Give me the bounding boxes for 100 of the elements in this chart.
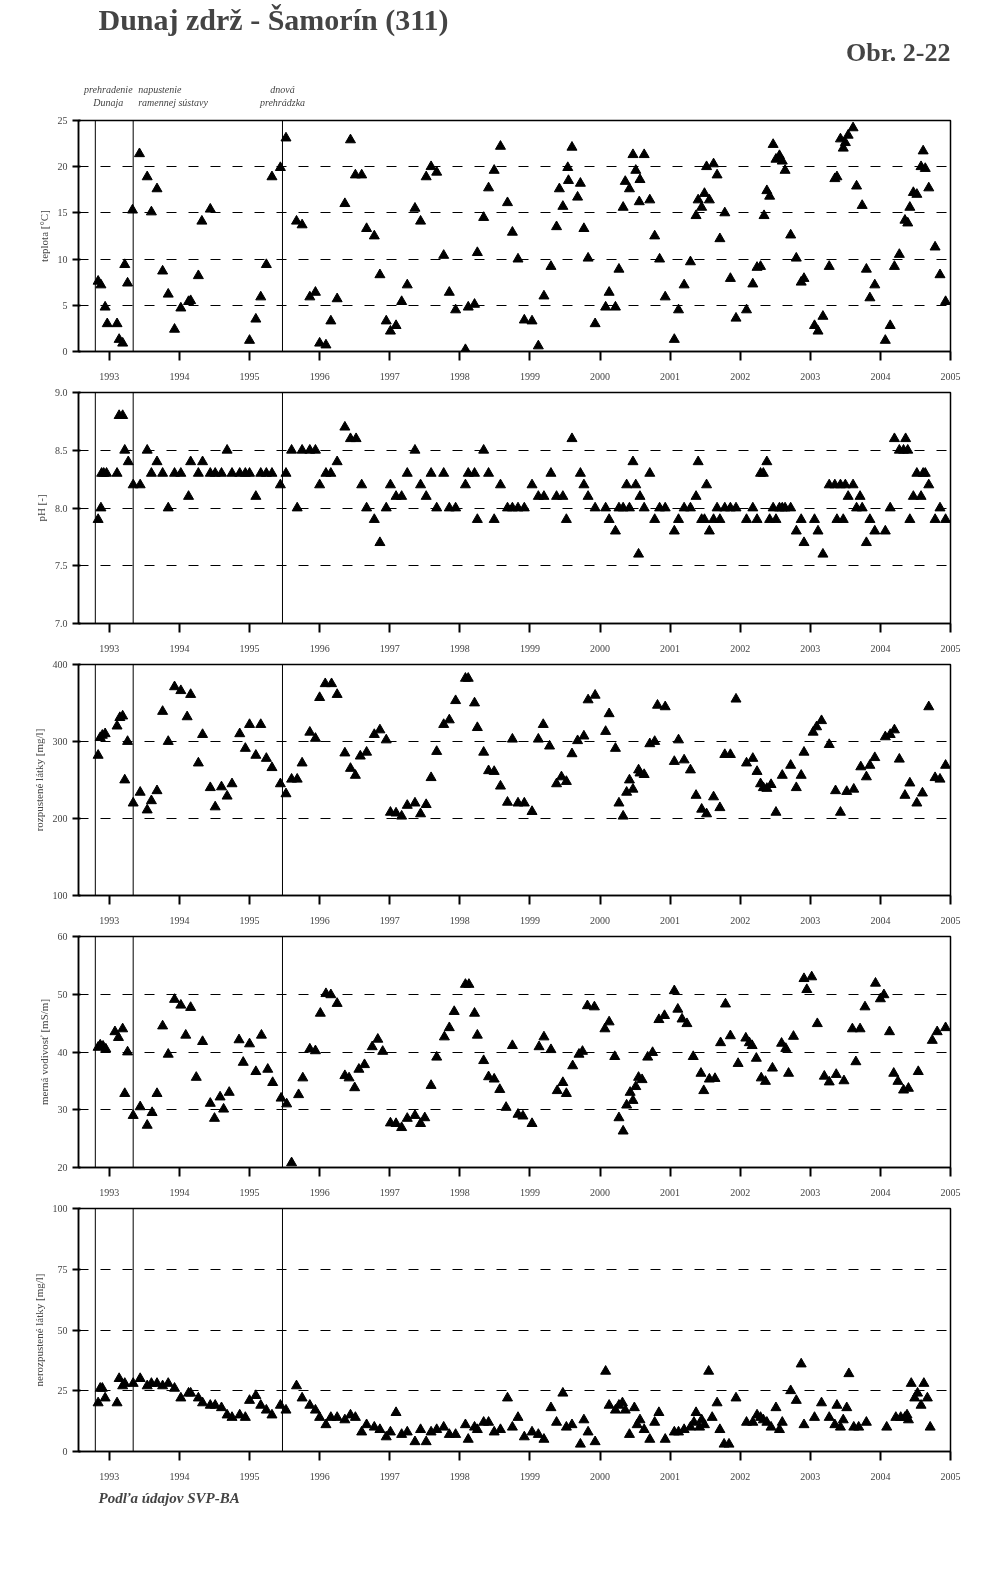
y-tick-label: 25	[57, 115, 68, 126]
x-tick-label: 1995	[239, 370, 260, 382]
x-tick-label: 2000	[590, 914, 611, 926]
x-tick-label: 1994	[169, 914, 190, 926]
x-tick-label: 1997	[379, 642, 400, 654]
x-tick-label: 2003	[800, 370, 821, 382]
x-tick-label: 1994	[169, 642, 190, 654]
x-tick-label: 1998	[449, 1470, 470, 1482]
x-tick-label: 2001	[660, 914, 681, 926]
x-tick-label: 1994	[169, 1186, 190, 1198]
y-tick-label: 5	[62, 299, 68, 311]
x-tick-label: 2002	[730, 1470, 751, 1482]
y-tick-label: 8.0	[55, 502, 68, 514]
x-tick-label: 2000	[590, 370, 611, 382]
x-tick-label: 1995	[239, 914, 260, 926]
x-tick-label: 2004	[870, 914, 891, 926]
x-tick-label: 2001	[660, 1186, 681, 1198]
y-tick-label: 300	[52, 736, 68, 747]
x-tick-label: 2005	[940, 370, 961, 382]
y-axis-title: rozpustené látky [mg/l]	[32, 728, 45, 832]
x-tick-label: 1999	[519, 914, 540, 926]
x-tick-label: 2000	[590, 1470, 611, 1482]
y-axis-title: nerozpustené látky [mg/l]	[32, 1273, 45, 1387]
x-tick-label: 2004	[870, 370, 891, 382]
x-tick-label: 1998	[449, 642, 470, 654]
y-tick-label: 25	[57, 1385, 68, 1397]
x-tick-label: 1998	[449, 370, 470, 382]
x-tick-label: 1996	[309, 1186, 330, 1198]
x-tick-label: 1993	[99, 1470, 120, 1482]
y-tick-label: 9.0	[55, 387, 68, 398]
x-tick-label: 1995	[239, 1470, 260, 1482]
x-tick-label: 1993	[99, 370, 120, 382]
y-tick-label: 50	[57, 1324, 68, 1336]
x-tick-label: 1998	[449, 914, 470, 926]
y-tick-label: 0	[62, 346, 68, 357]
x-tick-label: 1995	[239, 1186, 260, 1198]
ref-line-label: prehradenie Dunaja	[83, 84, 134, 109]
y-tick-label: 100	[52, 890, 68, 901]
y-tick-label: 20	[57, 1162, 68, 1173]
text: Podľa údajov SVP-BA	[98, 1489, 240, 1506]
x-tick-label: 2004	[870, 1186, 891, 1198]
y-axis-title: merná vodivosť [mS/m]	[37, 998, 50, 1106]
y-tick-label: 7.0	[55, 618, 68, 629]
x-tick-label: 2003	[800, 1470, 821, 1482]
x-tick-label: 2005	[940, 1470, 961, 1482]
y-tick-label: 15	[57, 207, 68, 219]
text: Obr. 2-22	[846, 37, 951, 67]
x-tick-label: 1997	[379, 1186, 400, 1198]
x-tick-label: 1999	[519, 1186, 540, 1198]
x-tick-label: 2002	[730, 642, 751, 654]
x-tick-label: 1996	[309, 914, 330, 926]
x-tick-label: 1999	[519, 642, 540, 654]
x-tick-label: 1994	[169, 370, 190, 382]
ref-line-label: napustenie ramennej sústavy	[138, 84, 209, 109]
y-tick-label: 100	[52, 1203, 68, 1214]
ref-line-label: dnová prehrádzka	[258, 84, 306, 109]
x-tick-label: 1994	[169, 1470, 190, 1482]
x-tick-label: 2000	[590, 642, 611, 654]
x-tick-label: 1995	[239, 642, 260, 654]
y-tick-label: 400	[52, 659, 68, 670]
y-tick-label: 75	[57, 1263, 68, 1275]
y-tick-label: 60	[57, 931, 68, 942]
y-axis-title: teplota [°C]	[37, 210, 50, 262]
y-tick-label: 7.5	[55, 560, 68, 572]
y-tick-label: 20	[57, 161, 68, 173]
y-axis-title: pH [-]	[35, 494, 47, 522]
x-tick-label: 2005	[940, 1186, 961, 1198]
x-tick-label: 1993	[99, 1186, 120, 1198]
x-tick-label: 1996	[309, 1470, 330, 1482]
y-tick-label: 8.5	[55, 444, 68, 456]
x-tick-label: 2005	[940, 914, 961, 926]
x-tick-label: 1993	[99, 914, 120, 926]
chart-title: Dunaj zdrž - Šamorín (311)	[98, 2, 449, 37]
x-tick-label: 1998	[449, 1186, 470, 1198]
x-tick-label: 1999	[519, 1470, 540, 1482]
x-tick-label: 2004	[870, 1470, 891, 1482]
x-tick-label: 1997	[379, 914, 400, 926]
x-tick-label: 1999	[519, 370, 540, 382]
x-tick-label: 2001	[660, 642, 681, 654]
y-tick-label: 0	[62, 1446, 68, 1457]
x-tick-label: 1993	[99, 642, 120, 654]
x-tick-label: 2001	[660, 370, 681, 382]
y-tick-label: 10	[57, 253, 68, 265]
x-tick-label: 1997	[379, 370, 400, 382]
x-tick-label: 2002	[730, 1186, 751, 1198]
y-tick-label: 30	[57, 1104, 68, 1116]
x-tick-label: 2004	[870, 642, 891, 654]
x-tick-label: 2003	[800, 1186, 821, 1198]
x-tick-label: 2002	[730, 914, 751, 926]
x-tick-label: 2003	[800, 642, 821, 654]
x-tick-label: 2002	[730, 370, 751, 382]
x-tick-label: 2001	[660, 1470, 681, 1482]
y-tick-label: 40	[57, 1046, 68, 1058]
x-tick-label: 2003	[800, 914, 821, 926]
x-tick-label: 2005	[940, 642, 961, 654]
x-tick-label: 1996	[309, 642, 330, 654]
x-tick-label: 1996	[309, 370, 330, 382]
y-tick-label: 50	[57, 988, 68, 1000]
x-tick-label: 2000	[590, 1186, 611, 1198]
x-tick-label: 1997	[379, 1470, 400, 1482]
